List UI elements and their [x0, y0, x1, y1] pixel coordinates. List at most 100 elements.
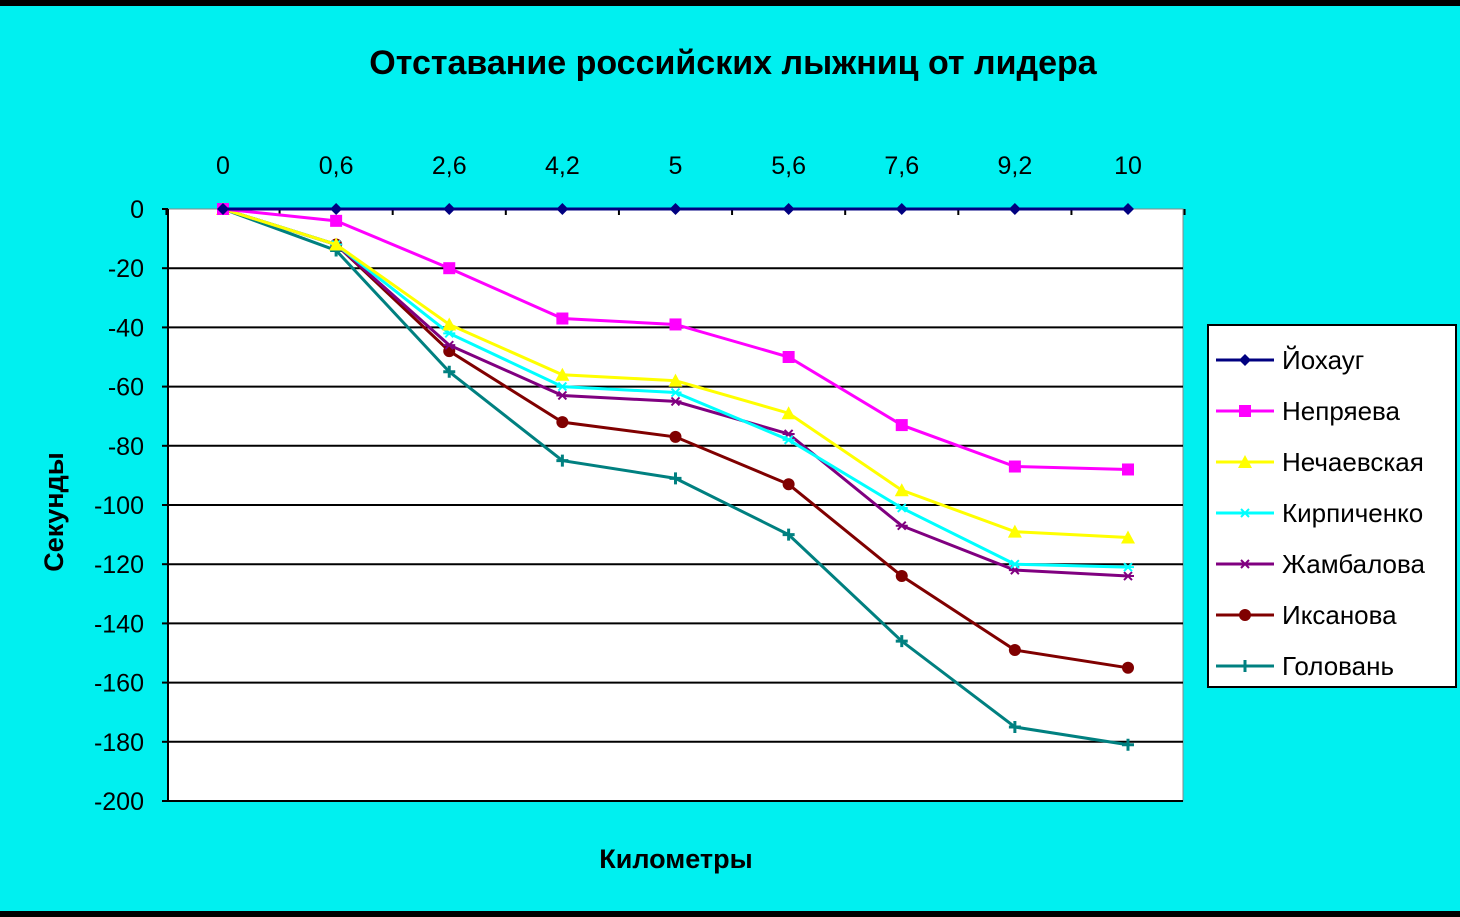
y-tick-label: -40 — [108, 314, 144, 342]
legend-item: Йохауг — [1216, 345, 1364, 375]
data-point — [1239, 559, 1251, 569]
x-tick-label: 5 — [669, 152, 683, 180]
y-tick-label: -200 — [94, 788, 144, 816]
data-point — [782, 478, 795, 491]
legend-label: Йохауг — [1282, 345, 1364, 375]
data-point — [669, 203, 682, 215]
y-tick-label: -180 — [94, 729, 144, 757]
chart-area: Отставание российских лыжниц от лидера 0… — [0, 6, 1460, 911]
y-axis-label: Секунды — [39, 452, 69, 572]
y-axis-ticks: 0 -20 -40 -60 -80 -100 -120 -140 -160 -180 -200 — [94, 196, 168, 816]
data-point — [669, 430, 682, 443]
data-point — [443, 365, 456, 378]
data-point — [669, 396, 682, 407]
y-tick-label: -160 — [94, 670, 144, 698]
x-tick-label: 5,6 — [771, 152, 806, 180]
series-Йохауг — [217, 203, 1134, 215]
data-point — [555, 367, 570, 381]
legend-item: Головань — [1216, 651, 1394, 681]
x-tick-label: 10 — [1114, 152, 1142, 180]
data-point — [782, 351, 795, 363]
y-tick-label: -100 — [94, 492, 144, 520]
data-point — [782, 528, 795, 541]
data-point — [443, 262, 456, 275]
data-point — [330, 214, 343, 227]
data-point — [895, 203, 908, 215]
legend-label: Непряева — [1282, 396, 1401, 426]
legend-label: Иксанова — [1282, 600, 1397, 630]
data-point — [329, 237, 344, 251]
series-Жамбалова — [217, 204, 1134, 581]
series-Кирпиченко — [217, 204, 1134, 572]
data-point — [443, 340, 456, 350]
data-point — [782, 203, 795, 215]
data-point — [217, 203, 229, 215]
data-point — [1008, 203, 1021, 215]
data-point — [443, 203, 456, 215]
legend-box — [1207, 324, 1457, 688]
data-point — [1008, 644, 1021, 657]
legend-label: Головань — [1282, 651, 1394, 681]
legend-item: Нечаевская — [1216, 447, 1424, 477]
data-point — [556, 454, 569, 467]
y-tick-label: -140 — [94, 610, 144, 638]
data-point — [894, 483, 909, 497]
legend-item: Кирпиченко — [1216, 498, 1423, 528]
data-point — [556, 312, 569, 325]
data-point — [669, 387, 682, 398]
data-point — [1122, 463, 1134, 476]
data-point — [556, 416, 569, 429]
data-point — [1121, 530, 1135, 544]
x-tick-label: 7,6 — [884, 152, 919, 180]
y-tick-label: -120 — [94, 551, 144, 579]
legend-label: Кирпиченко — [1282, 498, 1423, 528]
x-tick-label: 9,2 — [997, 152, 1032, 180]
data-point — [1008, 460, 1021, 473]
data-point — [669, 318, 682, 331]
y-tick-label: -60 — [108, 374, 144, 402]
data-point — [330, 203, 343, 215]
data-point — [443, 328, 456, 339]
data-point — [895, 419, 908, 432]
y-tick-label: -80 — [108, 433, 144, 461]
x-axis-label: Километры — [599, 844, 752, 874]
data-point — [669, 472, 682, 485]
y-tick-label: 0 — [130, 196, 144, 224]
data-point — [1239, 660, 1251, 672]
y-tick-label: -20 — [108, 255, 144, 283]
data-point — [1122, 661, 1134, 674]
legend-label: Жамбалова — [1282, 549, 1426, 579]
data-point — [556, 381, 569, 392]
data-point — [556, 203, 569, 215]
data-point — [895, 570, 908, 583]
legend-label: Нечаевская — [1282, 447, 1424, 477]
x-tick-label: 0 — [216, 152, 230, 180]
data-point — [895, 521, 908, 531]
data-point — [1239, 405, 1251, 417]
data-point — [668, 373, 683, 387]
legend: Йохауг Непряева Нечаевская Кирпиченко Жамбал… — [1207, 324, 1457, 688]
legend-item: Иксанова — [1216, 600, 1397, 630]
data-point — [1239, 508, 1251, 518]
data-point — [895, 635, 908, 648]
legend-item: Жамбалова — [1216, 549, 1426, 579]
x-tick-label: 4,2 — [545, 152, 580, 180]
data-point — [1008, 721, 1021, 733]
data-point — [1008, 559, 1021, 569]
x-tick-label: 2,6 — [432, 152, 467, 180]
x-tick-label: 0,6 — [319, 152, 354, 180]
data-point — [1122, 571, 1134, 581]
data-point — [1238, 455, 1252, 468]
legend-item: Непряева — [1216, 396, 1401, 426]
data-point — [556, 390, 569, 401]
data-point — [782, 435, 795, 445]
chart-title: Отставание российских лыжниц от лидера — [369, 44, 1097, 82]
series-lines — [216, 202, 1135, 751]
x-axis-ticks: 0 0,6 2,6 4,2 5 5,6 7,6 9,2 10 — [165, 152, 1186, 215]
data-point — [895, 503, 908, 513]
data-point — [1239, 354, 1251, 366]
data-point — [1007, 524, 1022, 538]
data-point — [1239, 609, 1251, 621]
line-chart: Отставание российских лыжниц от лидера 0… — [39, 44, 1457, 874]
data-point — [781, 406, 796, 420]
